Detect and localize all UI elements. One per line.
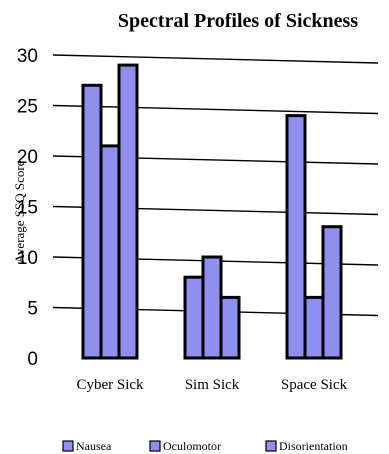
gridline (52, 104, 379, 115)
x-tick-label: Space Sick (281, 377, 348, 393)
bar-oculomotor-cyber-sick (99, 144, 121, 360)
legend-label: Nausea (76, 439, 112, 453)
y-tick-label: 30 (17, 46, 38, 67)
bar-disorientation-sim-sick (219, 295, 241, 360)
bars (81, 63, 343, 360)
y-tick-label: 5 (27, 299, 38, 320)
bar-oculomotor-space-sick (303, 295, 325, 360)
gridline (52, 54, 379, 64)
bar-nausea-sim-sick (183, 275, 205, 360)
chart-title: Spectral Profiles of Sickness (118, 10, 358, 32)
y-tick-label: 10 (17, 248, 38, 269)
bar-disorientation-space-sick (321, 225, 343, 360)
legend-label: Disorientation (279, 439, 348, 453)
x-tick-labels: Cyber Sick Sim Sick Space Sick (76, 377, 347, 393)
y-tick-label: 0 (27, 349, 38, 370)
legend-swatch (149, 440, 161, 452)
legend-swatch (62, 440, 74, 452)
y-axis-label: Average SSQ Score (12, 160, 27, 263)
bar-nausea-space-sick (285, 114, 307, 360)
legend: Nausea Oculomotor Disorientation (62, 439, 348, 453)
y-tick-labels: 0 5 10 15 20 25 30 (17, 46, 38, 370)
y-tick-label: 15 (17, 198, 38, 219)
bar-disorientation-cyber-sick (117, 63, 139, 360)
x-tick-label: Sim Sick (185, 377, 240, 393)
bar-nausea-cyber-sick (81, 83, 103, 360)
x-tick-label: Cyber Sick (76, 377, 144, 393)
legend-swatch (265, 440, 277, 452)
bar-oculomotor-sim-sick (201, 255, 223, 360)
y-tick-label: 25 (17, 97, 38, 118)
y-tick-label: 20 (17, 147, 38, 168)
legend-label: Oculomotor (163, 439, 221, 453)
